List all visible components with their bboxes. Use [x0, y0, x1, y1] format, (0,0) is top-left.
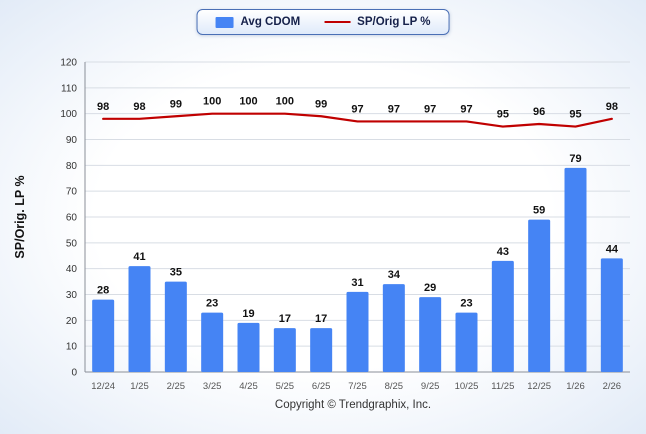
bar-value-label: 29	[424, 282, 436, 294]
legend: Avg CDOM SP/Orig LP %	[196, 9, 450, 35]
bar	[92, 299, 115, 372]
bar	[201, 312, 224, 372]
x-tick-label: 10/25	[455, 381, 479, 392]
line-value-label: 99	[315, 98, 327, 110]
y-tick-label: 70	[66, 187, 78, 198]
bar-value-label: 59	[533, 205, 545, 217]
bar	[564, 167, 587, 372]
bar-value-label: 23	[206, 298, 218, 310]
bar	[491, 260, 514, 372]
x-tick-label: 8/25	[385, 381, 404, 392]
x-tick-label: 1/25	[130, 381, 149, 392]
bar-value-label: 79	[569, 153, 581, 165]
x-tick-label: 2/25	[167, 381, 186, 392]
bar	[419, 297, 442, 372]
bar-value-label: 31	[351, 277, 363, 289]
x-tick-label: 6/25	[312, 381, 331, 392]
bar-value-label: 23	[460, 298, 472, 310]
y-tick-label: 40	[66, 264, 78, 275]
y-tick-label: 60	[66, 213, 78, 224]
legend-item-sp-orig-lp: SP/Orig LP %	[324, 16, 430, 28]
line-value-label: 98	[606, 101, 618, 113]
bar-value-label: 41	[133, 251, 145, 263]
bar	[128, 266, 151, 372]
line-value-label: 97	[388, 103, 400, 115]
y-tick-label: 80	[66, 161, 78, 172]
x-tick-label: 11/25	[491, 381, 514, 392]
y-tick-label: 110	[61, 83, 77, 94]
bar-value-label: 19	[242, 308, 254, 320]
x-tick-label: 5/25	[276, 381, 295, 392]
copyright-text: Copyright © Trendgraphix, Inc.	[274, 399, 432, 411]
y-tick-label: 10	[66, 342, 78, 353]
line-value-label: 95	[569, 109, 581, 121]
legend-label-sp-orig-lp: SP/Orig LP %	[357, 16, 431, 28]
y-tick-label: 90	[66, 135, 78, 146]
y-tick-label: 20	[66, 316, 78, 327]
x-tick-label: 2/26	[603, 381, 622, 392]
bar	[237, 322, 260, 372]
line-series-swatch-icon	[324, 21, 351, 23]
bar	[310, 328, 333, 372]
x-tick-label: 1/26	[566, 381, 585, 392]
bar-value-label: 34	[388, 269, 401, 281]
bar-series-swatch-icon	[215, 16, 234, 28]
line-value-label: 98	[133, 101, 145, 113]
bar	[346, 291, 369, 372]
y-tick-label: 30	[66, 290, 78, 301]
bar	[528, 219, 551, 372]
legend-item-avg-cdom: Avg CDOM	[215, 16, 301, 28]
bar-value-label: 35	[170, 267, 182, 279]
bar-value-label: 43	[497, 246, 509, 258]
line-value-label: 97	[351, 103, 363, 115]
bar-value-label: 44	[606, 243, 619, 255]
bar	[455, 312, 478, 372]
bar	[600, 258, 623, 372]
x-tick-label: 12/25	[527, 381, 551, 392]
y-tick-label: 50	[66, 238, 78, 249]
x-tick-label: 9/25	[421, 381, 440, 392]
x-tick-label: 3/25	[203, 381, 222, 392]
line-value-label: 96	[533, 106, 545, 118]
y-tick-label: 120	[60, 58, 77, 69]
line-value-label: 100	[276, 96, 294, 108]
y-tick-label: 0	[71, 368, 77, 379]
line-value-label: 99	[170, 98, 182, 110]
line-value-label: 98	[97, 101, 109, 113]
x-tick-label: 12/24	[91, 381, 115, 392]
line-value-label: 97	[460, 103, 472, 115]
y-axis-title: SP/Orig. LP %	[13, 175, 27, 258]
legend-label-avg-cdom: Avg CDOM	[240, 16, 301, 28]
x-tick-label: 7/25	[348, 381, 367, 392]
line-value-label: 95	[497, 109, 509, 121]
bar-value-label: 17	[279, 313, 291, 325]
line-value-label: 97	[424, 103, 436, 115]
bar	[164, 281, 187, 372]
bar	[273, 328, 296, 372]
bar-value-label: 28	[97, 285, 109, 297]
y-tick-label: 100	[60, 109, 77, 120]
bar-value-label: 17	[315, 313, 327, 325]
line-value-label: 100	[239, 96, 257, 108]
x-tick-label: 4/25	[239, 381, 258, 392]
trend-line	[102, 112, 613, 128]
bar	[382, 284, 405, 372]
line-value-label: 100	[203, 96, 221, 108]
